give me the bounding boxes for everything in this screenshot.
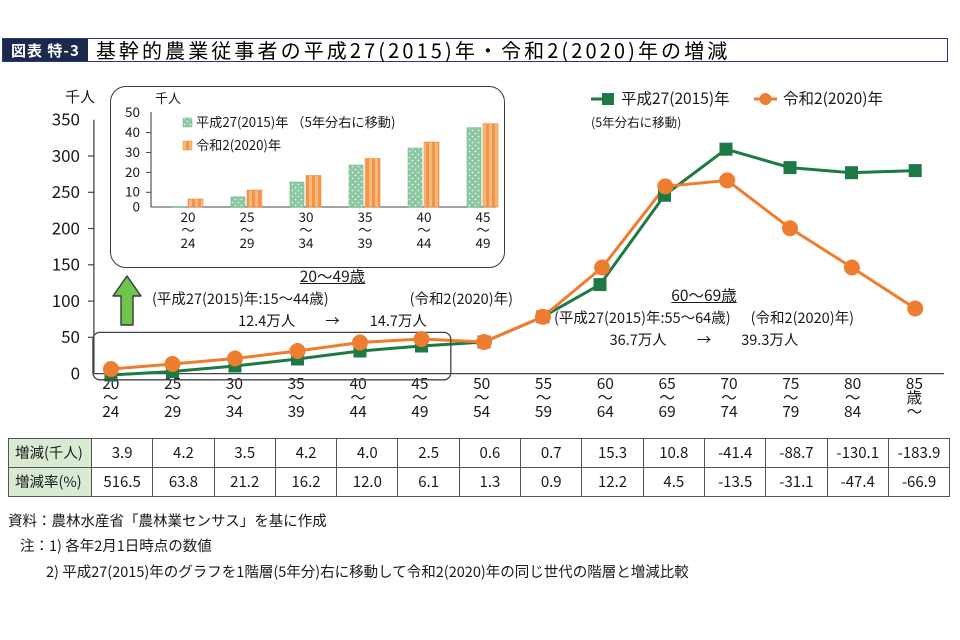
svg-text:0: 0	[133, 196, 141, 216]
svg-text:40: 40	[125, 121, 140, 141]
svg-text:34: 34	[299, 232, 314, 252]
svg-text:29: 29	[240, 232, 255, 252]
svg-text:20: 20	[125, 161, 140, 181]
svg-text:30: 30	[125, 141, 140, 161]
svg-text:49: 49	[476, 232, 491, 252]
svg-text:令和2(2020)年: 令和2(2020)年	[196, 135, 281, 154]
svg-text:24: 24	[181, 232, 196, 252]
svg-text:千人: 千人	[155, 88, 181, 107]
svg-text:平成27(2015)年 （5年分右に移動): 平成27(2015)年 （5年分右に移動)	[196, 112, 395, 131]
svg-text:50: 50	[125, 101, 140, 121]
svg-text:39: 39	[358, 232, 373, 252]
svg-text:44: 44	[417, 232, 432, 252]
